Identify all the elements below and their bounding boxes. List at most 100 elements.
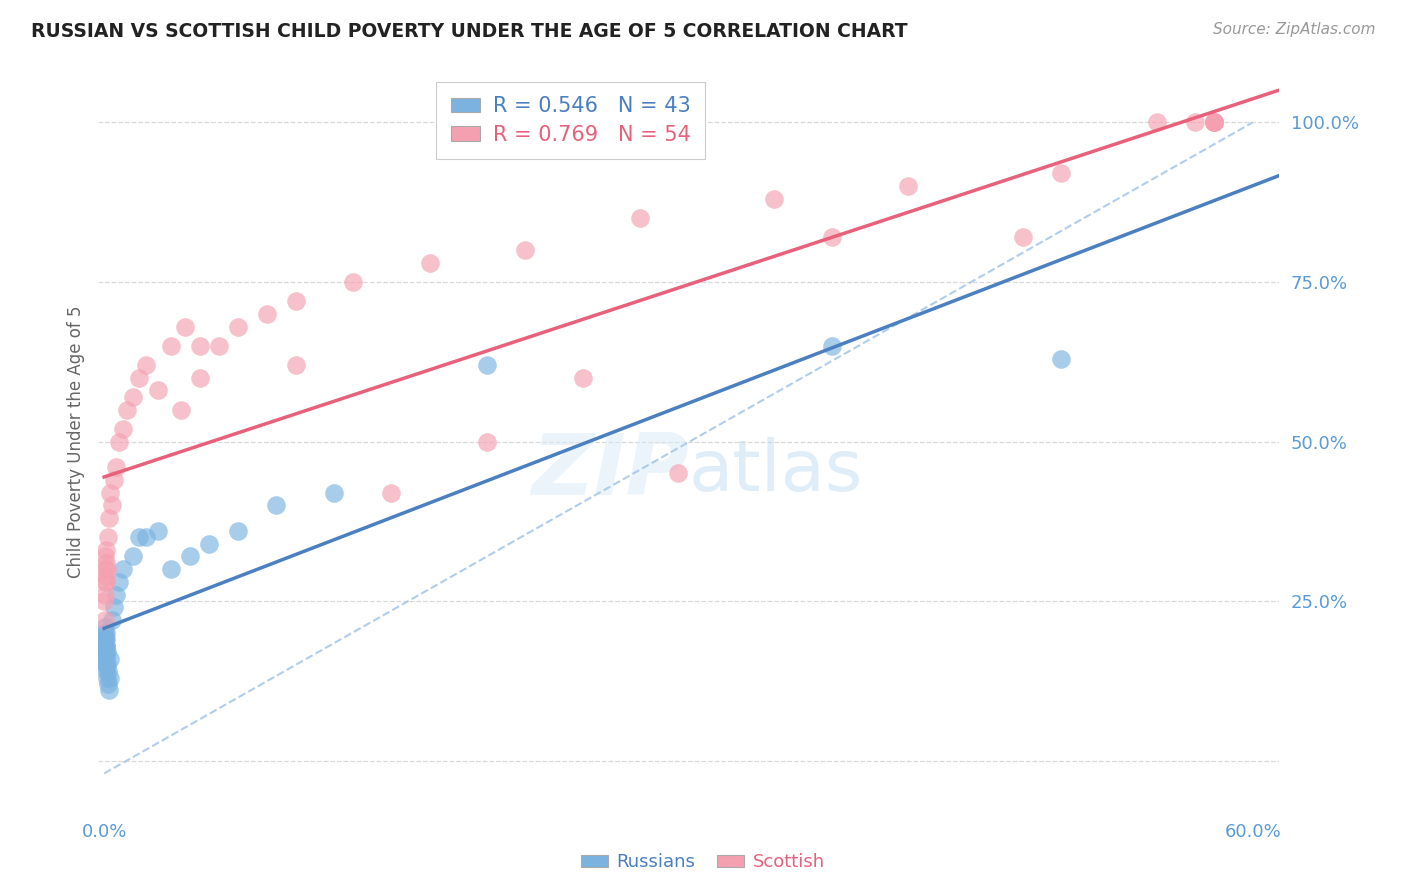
Point bbox=[188, 370, 211, 384]
Point bbox=[97, 665, 120, 679]
Point bbox=[170, 402, 193, 417]
Point bbox=[146, 524, 169, 538]
Point bbox=[104, 588, 127, 602]
Point bbox=[1204, 115, 1226, 129]
Point bbox=[101, 613, 124, 627]
Point bbox=[94, 556, 117, 570]
Point bbox=[93, 574, 115, 589]
Point bbox=[284, 358, 307, 372]
Point bbox=[897, 179, 920, 194]
Point bbox=[115, 402, 138, 417]
Point bbox=[94, 651, 117, 665]
Point bbox=[1050, 166, 1073, 180]
Point bbox=[112, 422, 135, 436]
Point bbox=[94, 619, 117, 633]
Point bbox=[96, 645, 118, 659]
Point bbox=[108, 574, 131, 589]
Point bbox=[98, 485, 121, 500]
Point bbox=[101, 499, 124, 513]
Point bbox=[1204, 115, 1226, 129]
Point bbox=[94, 574, 117, 589]
Point bbox=[96, 657, 118, 672]
Y-axis label: Child Poverty Under the Age of 5: Child Poverty Under the Age of 5 bbox=[66, 305, 84, 578]
Point bbox=[571, 370, 593, 384]
Point bbox=[173, 319, 195, 334]
Point bbox=[146, 384, 169, 398]
Point bbox=[475, 358, 498, 372]
Point bbox=[94, 626, 117, 640]
Text: RUSSIAN VS SCOTTISH CHILD POVERTY UNDER THE AGE OF 5 CORRELATION CHART: RUSSIAN VS SCOTTISH CHILD POVERTY UNDER … bbox=[31, 22, 907, 41]
Point bbox=[160, 562, 183, 576]
Point bbox=[94, 639, 117, 653]
Point bbox=[97, 683, 120, 698]
Point bbox=[96, 543, 118, 558]
Point bbox=[94, 651, 117, 665]
Point bbox=[1184, 115, 1206, 129]
Point bbox=[94, 613, 117, 627]
Point bbox=[256, 307, 278, 321]
Point bbox=[108, 434, 131, 449]
Point bbox=[103, 600, 125, 615]
Point bbox=[135, 530, 157, 544]
Point bbox=[94, 665, 117, 679]
Point bbox=[226, 524, 249, 538]
Point bbox=[342, 275, 364, 289]
Point bbox=[380, 485, 402, 500]
Point bbox=[1012, 230, 1035, 244]
Point bbox=[198, 536, 221, 550]
Point bbox=[93, 562, 115, 576]
Point bbox=[98, 651, 121, 665]
Point bbox=[112, 562, 135, 576]
Point bbox=[93, 632, 115, 647]
Point bbox=[94, 632, 117, 647]
Text: atlas: atlas bbox=[689, 437, 863, 506]
Point bbox=[96, 562, 118, 576]
Point bbox=[93, 594, 115, 608]
Point bbox=[266, 499, 288, 513]
Text: ZIP: ZIP bbox=[531, 430, 689, 513]
Point bbox=[179, 549, 201, 564]
Point bbox=[93, 645, 115, 659]
Point bbox=[97, 530, 120, 544]
Point bbox=[94, 588, 117, 602]
Legend: Russians, Scottish: Russians, Scottish bbox=[574, 847, 832, 879]
Point bbox=[1204, 115, 1226, 129]
Legend: R = 0.546   N = 43, R = 0.769   N = 54: R = 0.546 N = 43, R = 0.769 N = 54 bbox=[436, 82, 706, 160]
Point bbox=[98, 671, 121, 685]
Point bbox=[94, 657, 117, 672]
Point bbox=[128, 370, 150, 384]
Point bbox=[94, 651, 117, 665]
Point bbox=[94, 549, 117, 564]
Point bbox=[103, 473, 125, 487]
Point bbox=[1204, 115, 1226, 129]
Point bbox=[1050, 351, 1073, 366]
Point bbox=[208, 339, 231, 353]
Point bbox=[135, 358, 157, 372]
Point bbox=[122, 390, 145, 404]
Point bbox=[94, 645, 117, 659]
Point bbox=[188, 339, 211, 353]
Point bbox=[94, 568, 117, 582]
Point bbox=[763, 192, 786, 206]
Point bbox=[94, 626, 117, 640]
Point bbox=[419, 256, 441, 270]
Point bbox=[122, 549, 145, 564]
Point bbox=[1204, 115, 1226, 129]
Point bbox=[515, 243, 537, 257]
Point bbox=[96, 657, 118, 672]
Point bbox=[1146, 115, 1168, 129]
Point bbox=[820, 230, 842, 244]
Text: Source: ZipAtlas.com: Source: ZipAtlas.com bbox=[1212, 22, 1375, 37]
Point bbox=[96, 671, 118, 685]
Point bbox=[97, 677, 120, 691]
Point bbox=[226, 319, 249, 334]
Point bbox=[820, 339, 842, 353]
Point bbox=[284, 294, 307, 309]
Point bbox=[322, 485, 344, 500]
Point bbox=[668, 467, 690, 481]
Point bbox=[128, 530, 150, 544]
Point bbox=[160, 339, 183, 353]
Point bbox=[94, 632, 117, 647]
Point bbox=[96, 639, 118, 653]
Point bbox=[475, 434, 498, 449]
